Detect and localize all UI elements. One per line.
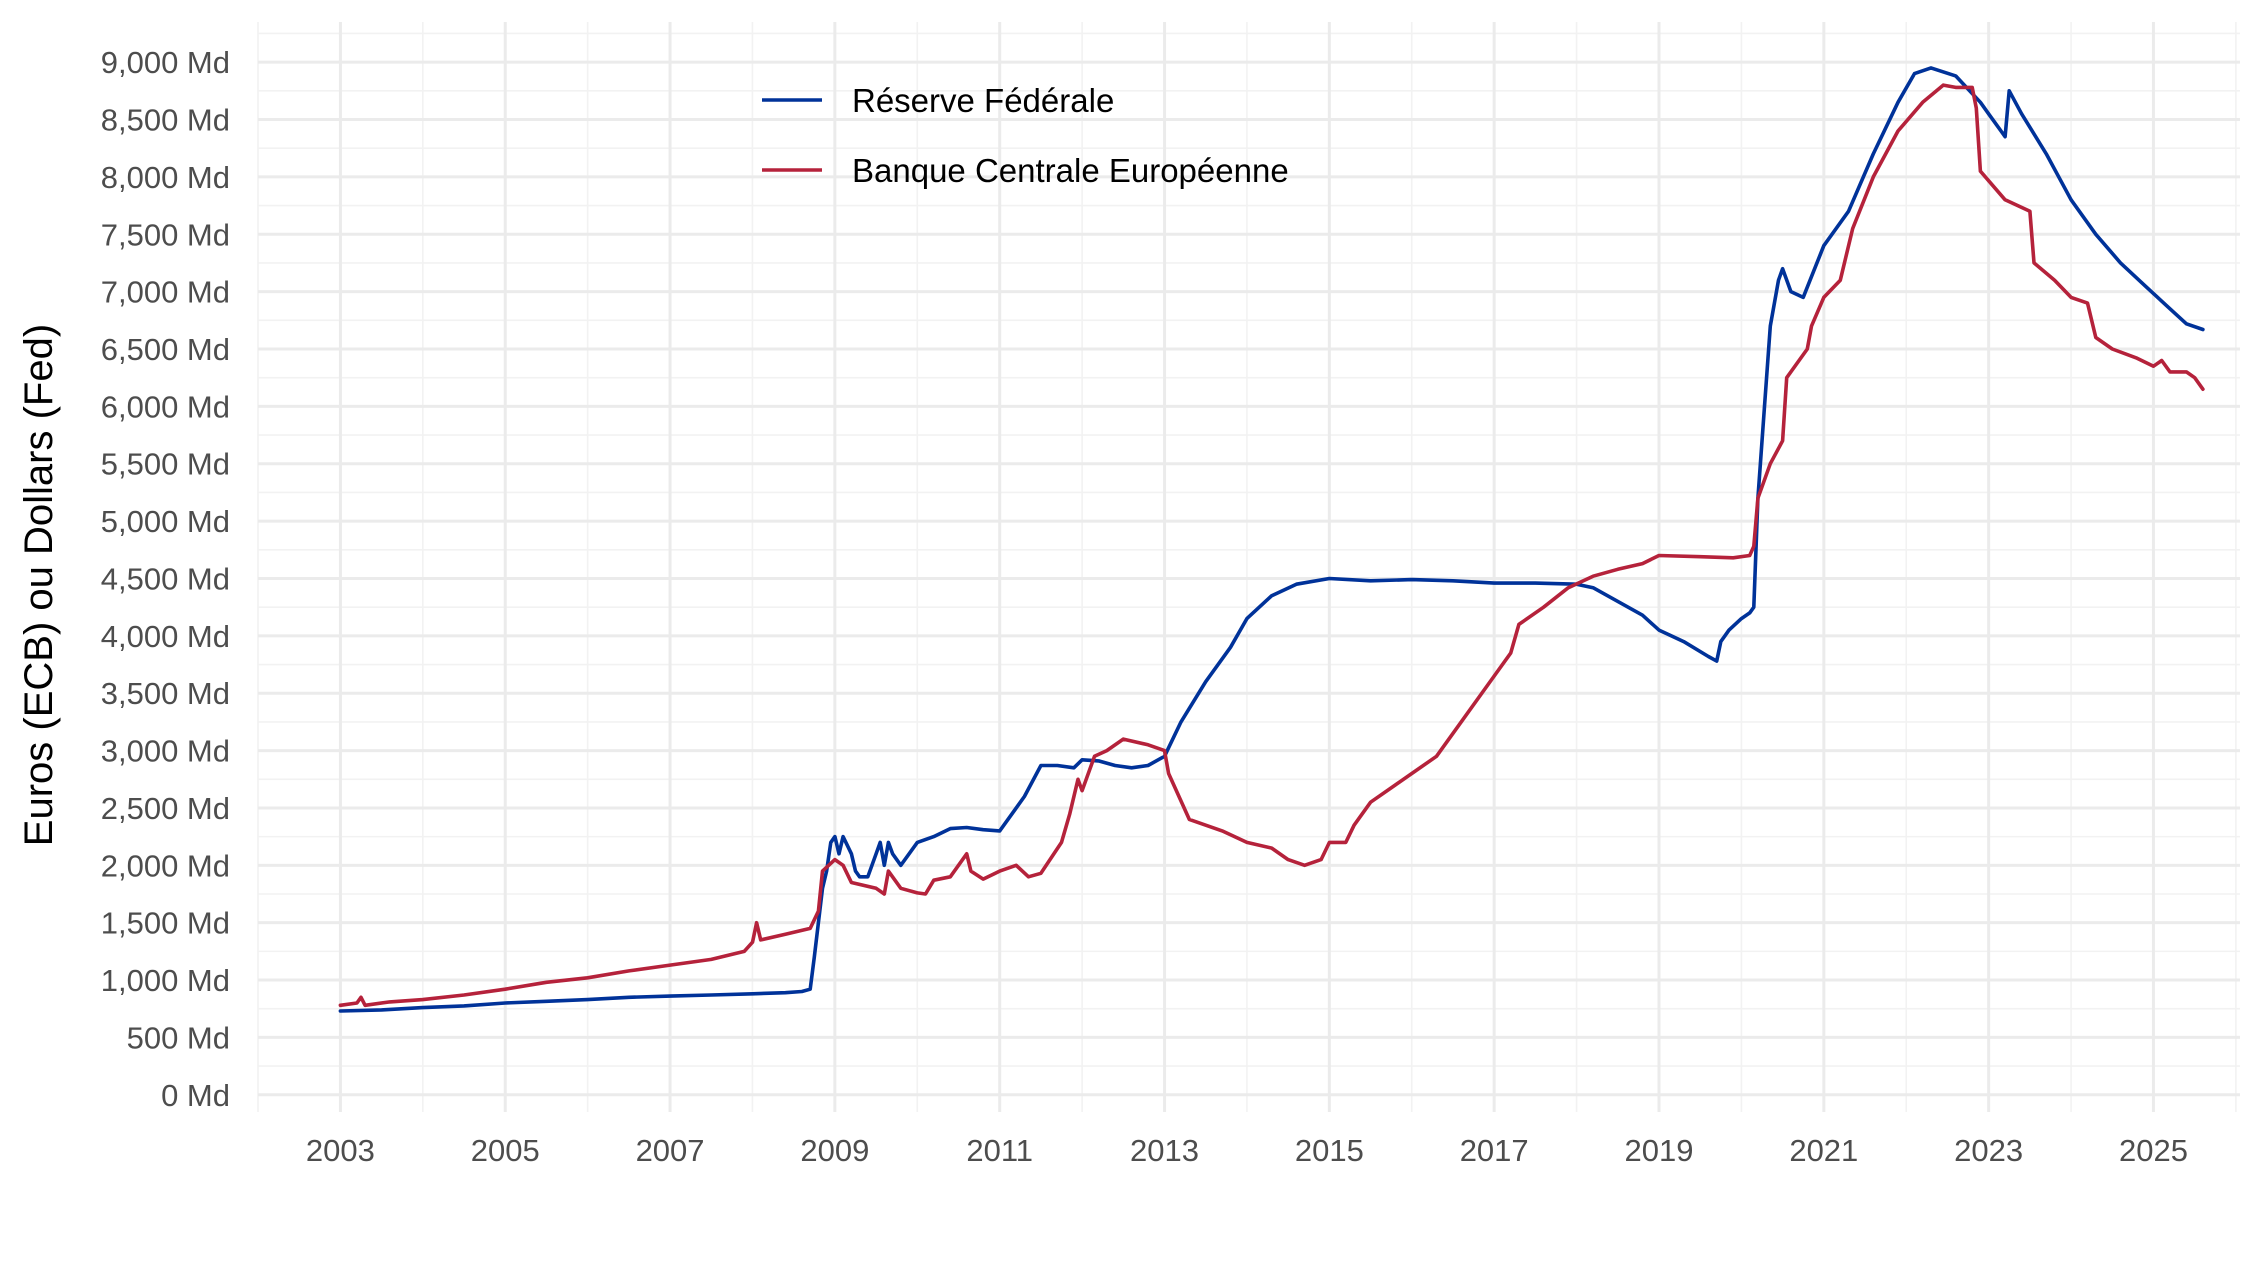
series-lines bbox=[338, 66, 2205, 1013]
y-tick-label: 8,000 Md bbox=[101, 160, 230, 195]
y-tick-label: 9,000 Md bbox=[101, 45, 230, 80]
minor-gridlines bbox=[257, 22, 2240, 1112]
x-axis-tick-labels: 2003 2005 2007 2009 2011 2013 2015 2017 2019 2021… bbox=[306, 1133, 2188, 1168]
y-axis-title: Euros (ECB) ou Dollars (Fed) bbox=[17, 324, 61, 846]
y-tick-label: 8,500 Md bbox=[101, 103, 230, 138]
y-tick-label: 2,000 Md bbox=[101, 848, 230, 883]
y-tick-label: 6,500 Md bbox=[101, 332, 230, 367]
y-tick-label: 7,500 Md bbox=[101, 217, 230, 252]
y-tick-label: 500 Md bbox=[127, 1020, 230, 1055]
x-tick-label: 2017 bbox=[1460, 1133, 1529, 1168]
y-axis-tick-labels: 0 Md 500 Md 1,000 Md 1,500 Md 2,000 Md 2,500 … bbox=[101, 45, 230, 1113]
x-tick-label: 2007 bbox=[636, 1133, 705, 1168]
y-tick-label: 6,000 Md bbox=[101, 389, 230, 424]
y-tick-label: 5,500 Md bbox=[101, 447, 230, 482]
y-tick-label: 5,000 Md bbox=[101, 504, 230, 539]
x-tick-label: 2011 bbox=[966, 1133, 1033, 1168]
legend-label-1: Réserve Fédérale bbox=[852, 82, 1114, 119]
y-tick-label: 4,500 Md bbox=[101, 561, 230, 596]
x-tick-label: 2021 bbox=[1789, 1133, 1858, 1168]
y-tick-label: 1,500 Md bbox=[101, 906, 230, 941]
y-tick-label: 3,000 Md bbox=[101, 734, 230, 769]
x-tick-label: 2009 bbox=[800, 1133, 869, 1168]
y-tick-label: 3,500 Md bbox=[101, 676, 230, 711]
y-tick-label: 2,500 Md bbox=[101, 791, 230, 826]
y-tick-label: 0 Md bbox=[161, 1078, 230, 1113]
x-tick-label: 2015 bbox=[1295, 1133, 1364, 1168]
x-tick-label: 2019 bbox=[1625, 1133, 1694, 1168]
y-tick-label: 7,000 Md bbox=[101, 275, 230, 310]
y-tick-label: 1,000 Md bbox=[101, 963, 230, 998]
x-tick-label: 2005 bbox=[471, 1133, 540, 1168]
major-gridlines bbox=[258, 22, 2240, 1112]
series-line-2 bbox=[338, 83, 2205, 1008]
legend: Réserve Fédérale Banque Centrale Européen… bbox=[762, 82, 1289, 189]
x-tick-label: 2013 bbox=[1130, 1133, 1199, 1168]
x-tick-label: 2025 bbox=[2119, 1133, 2188, 1168]
legend-label-2: Banque Centrale Européenne bbox=[852, 152, 1289, 189]
series-line-1 bbox=[338, 66, 2205, 1013]
y-tick-label: 4,000 Md bbox=[101, 619, 230, 654]
x-tick-label: 2003 bbox=[306, 1133, 375, 1168]
x-tick-label: 2023 bbox=[1954, 1133, 2023, 1168]
